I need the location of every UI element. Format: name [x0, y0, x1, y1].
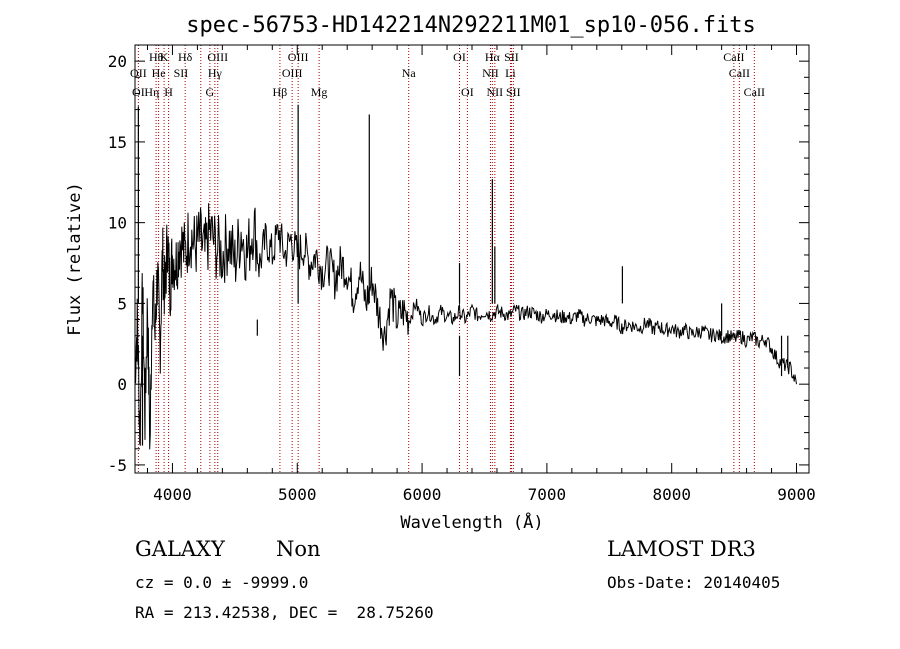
survey-label: LAMOST DR3 — [607, 537, 756, 561]
flux-line — [134, 203, 797, 450]
class-label: GALAXY — [135, 537, 225, 561]
line-label: OI — [461, 85, 474, 99]
line-label: Hθ — [149, 50, 164, 64]
y-axis-label: Flux (relative) — [65, 182, 85, 336]
line-label: OIII — [288, 50, 309, 64]
redshift-text: cz = 0.0 ± -9999.0 — [135, 573, 309, 592]
x-tick-label: 9000 — [777, 485, 816, 504]
x-tick-label: 4000 — [153, 485, 192, 504]
chart-title: spec-56753-HD142214N292211M01_sp10-056.f… — [186, 13, 756, 38]
x-tick-label: 5000 — [278, 485, 317, 504]
line-label: Mg — [311, 85, 328, 99]
x-axis-label: Wavelength (Å) — [400, 511, 543, 533]
line-label: SII — [506, 85, 521, 99]
obs-date-text: Obs-Date: 20140405 — [607, 573, 781, 592]
subclass-label: Non — [276, 537, 321, 561]
line-label: CaII — [744, 85, 765, 99]
line-label: OIII — [207, 50, 228, 64]
line-label: Hδ — [178, 50, 193, 64]
y-tick-label: 20 — [108, 52, 127, 71]
line-label: Hγ — [208, 66, 223, 80]
y-tick-label: 0 — [117, 375, 127, 394]
x-axis-ticks: 4000 5000 6000 7000 8000 9000 — [146, 45, 816, 504]
line-label: NII — [482, 66, 499, 80]
y-tick-label: 10 — [108, 214, 127, 233]
y-tick-label: -5 — [108, 456, 127, 475]
line-label: SII — [504, 50, 519, 64]
line-label: Hβ — [273, 85, 288, 99]
x-tick-label: 6000 — [403, 485, 442, 504]
line-label: NII — [487, 85, 504, 99]
line-label: CaII — [723, 50, 744, 64]
x-tick-label: 7000 — [528, 485, 567, 504]
line-label: He — [152, 66, 166, 80]
radec-text: RA = 213.42538, DEC = 28.75260 — [135, 603, 434, 622]
y-axis-ticks: -5 0 5 10 15 20 — [108, 52, 809, 475]
line-label: H — [164, 85, 173, 99]
line-label: SII — [174, 66, 189, 80]
line-label: Li — [505, 66, 516, 80]
line-label: G — [206, 85, 215, 99]
line-label: OI — [453, 50, 466, 64]
flux-series — [134, 104, 797, 450]
line-label: Na — [402, 66, 417, 80]
y-tick-label: 15 — [108, 133, 127, 152]
line-label: OIII — [282, 66, 303, 80]
x-tick-label: 8000 — [652, 485, 691, 504]
line-label: K — [160, 50, 169, 64]
line-label: OII — [130, 66, 147, 80]
y-tick-label: 5 — [117, 294, 127, 313]
line-label: CaII — [729, 66, 750, 80]
line-label: Hα — [485, 50, 501, 64]
line-label: Hη — [144, 85, 159, 99]
line-label: OI — [132, 85, 145, 99]
plot-frame — [134, 44, 810, 474]
